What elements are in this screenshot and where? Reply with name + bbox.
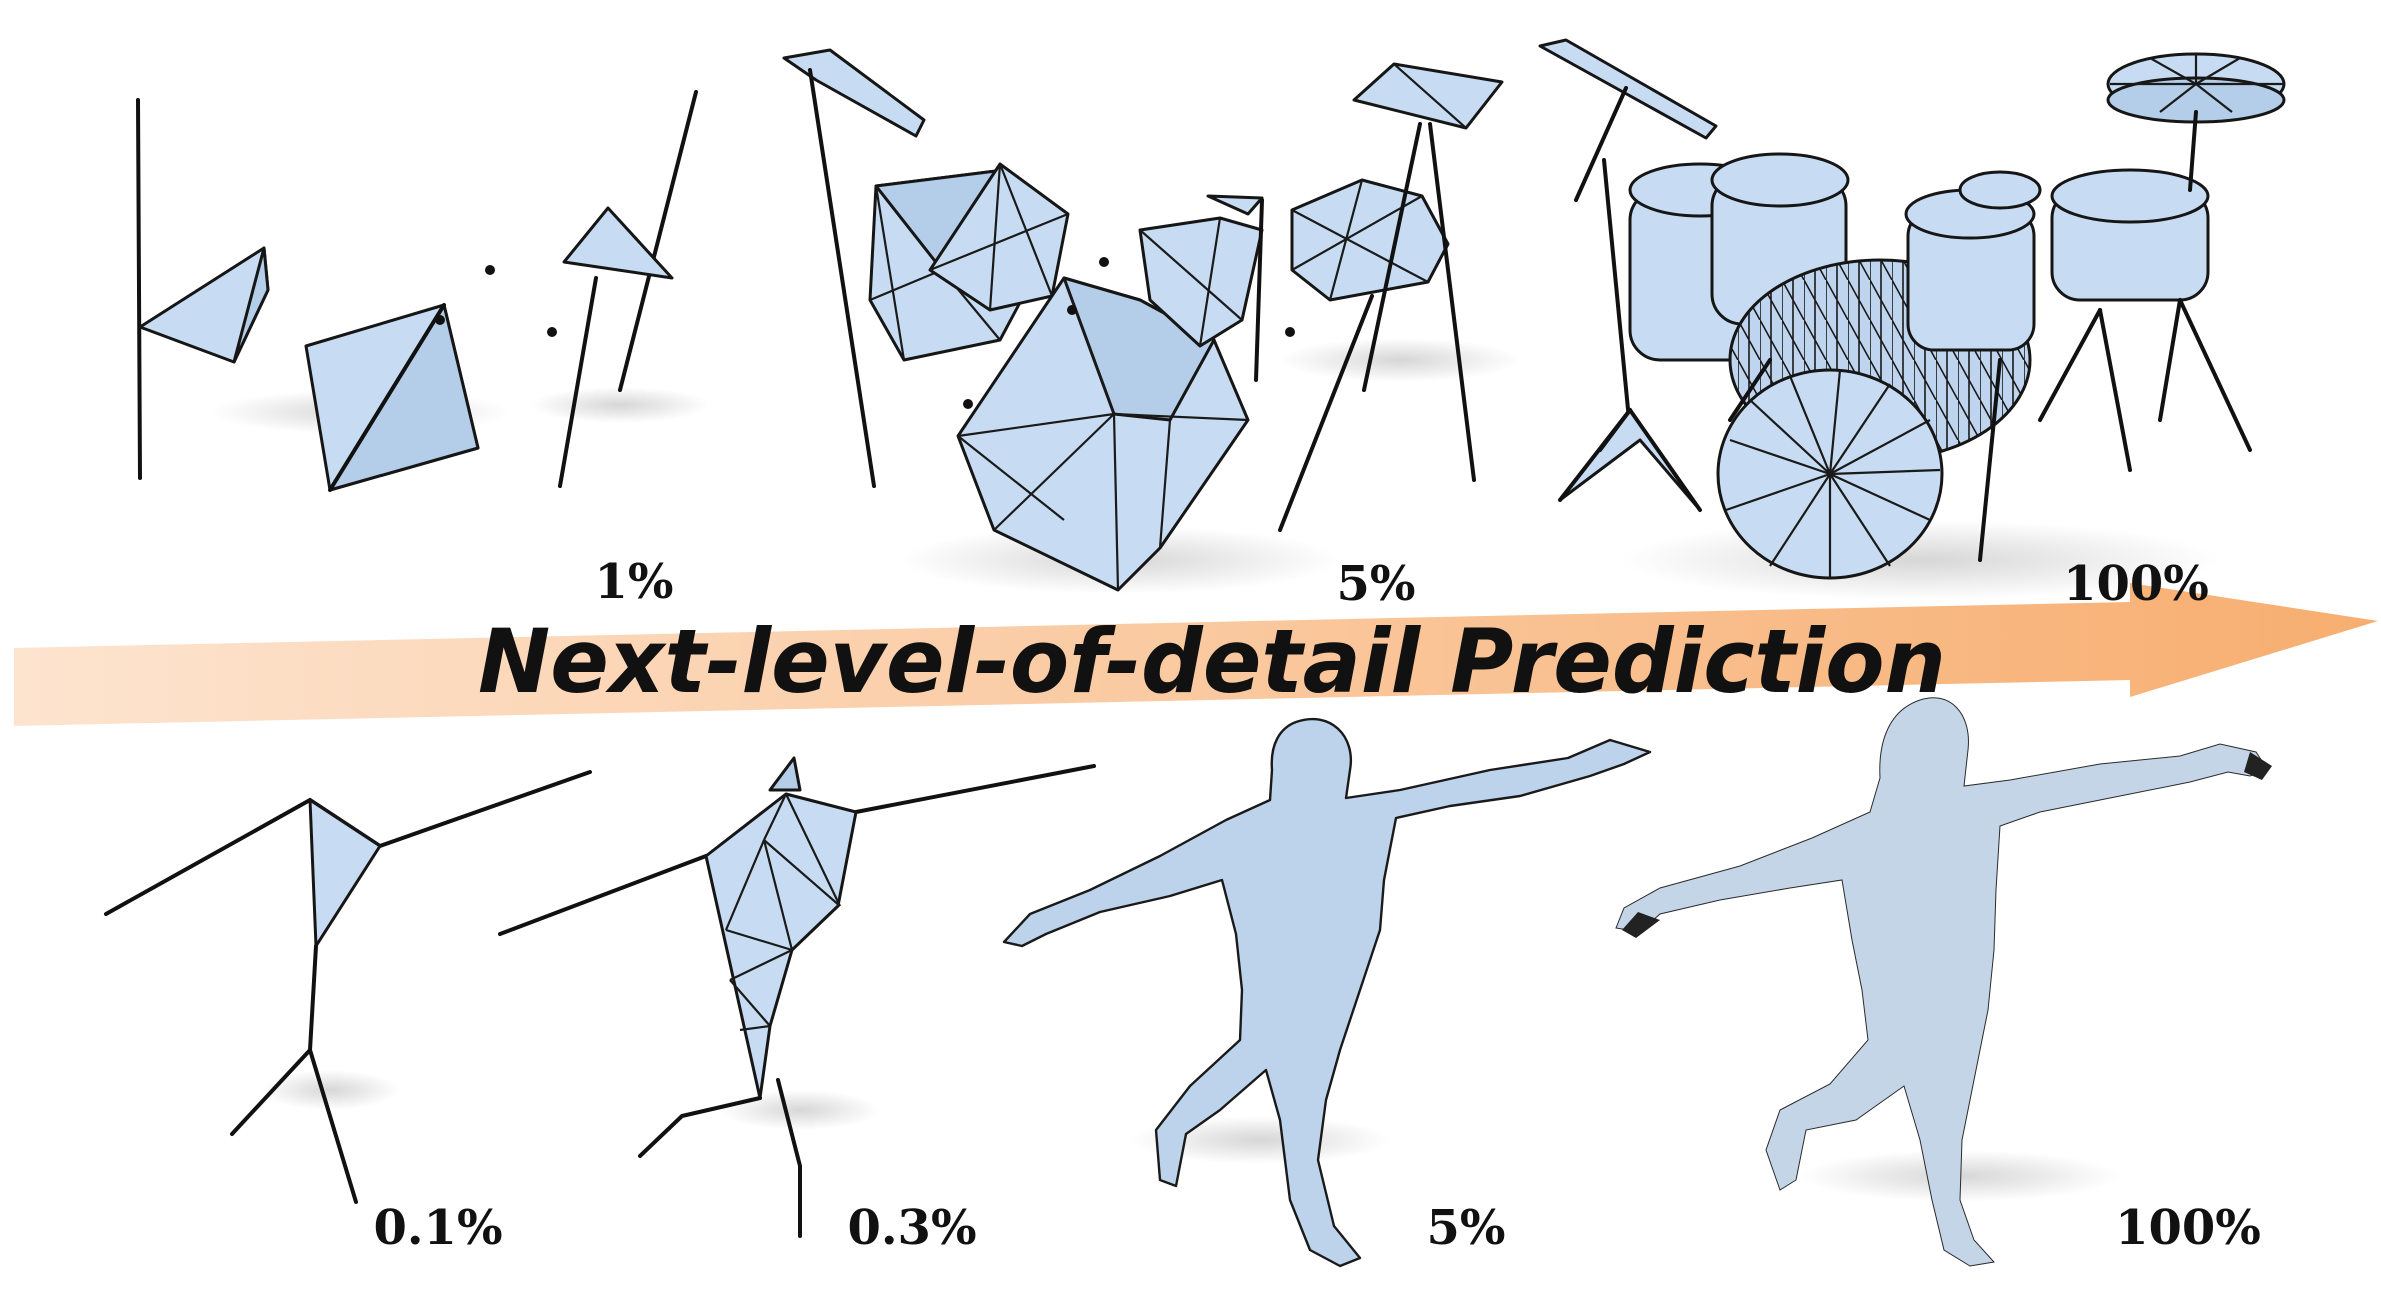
drum-row: 1%	[136, 38, 2286, 612]
drum-stage-5pct: 5%	[782, 48, 1520, 612]
drum-stage-1pct-label: 1%	[594, 554, 673, 610]
banner-title: Next-level-of-detail Prediction	[478, 610, 1946, 713]
human-stage-0-3pct-label: 0.3%	[847, 1200, 976, 1256]
drum-stage-1pct: 1%	[136, 90, 710, 610]
drum-stage-100pct-label: 100%	[2063, 556, 2209, 612]
human-stage-0-1pct: 0.1%	[104, 770, 592, 1256]
human-stage-0-3pct: 0.3%	[498, 756, 1096, 1256]
human-stage-5pct: 5%	[1002, 717, 1652, 1268]
human-stage-100pct: 100%	[1615, 697, 2272, 1267]
lod-progression-arrow: Next-level-of-detail Prediction	[14, 583, 2378, 726]
human-stage-100pct-label: 100%	[2115, 1200, 2261, 1256]
human-stage-5pct-label: 5%	[1426, 1200, 1505, 1256]
drum-stage-5pct-label: 5%	[1336, 556, 1415, 612]
drum-stage-100pct: 100%	[1538, 38, 2286, 612]
arrow-shape	[14, 583, 2378, 726]
human-stage-0-1pct-label: 0.1%	[373, 1200, 502, 1256]
human-row: 0.1% 0.3%	[104, 697, 2272, 1268]
